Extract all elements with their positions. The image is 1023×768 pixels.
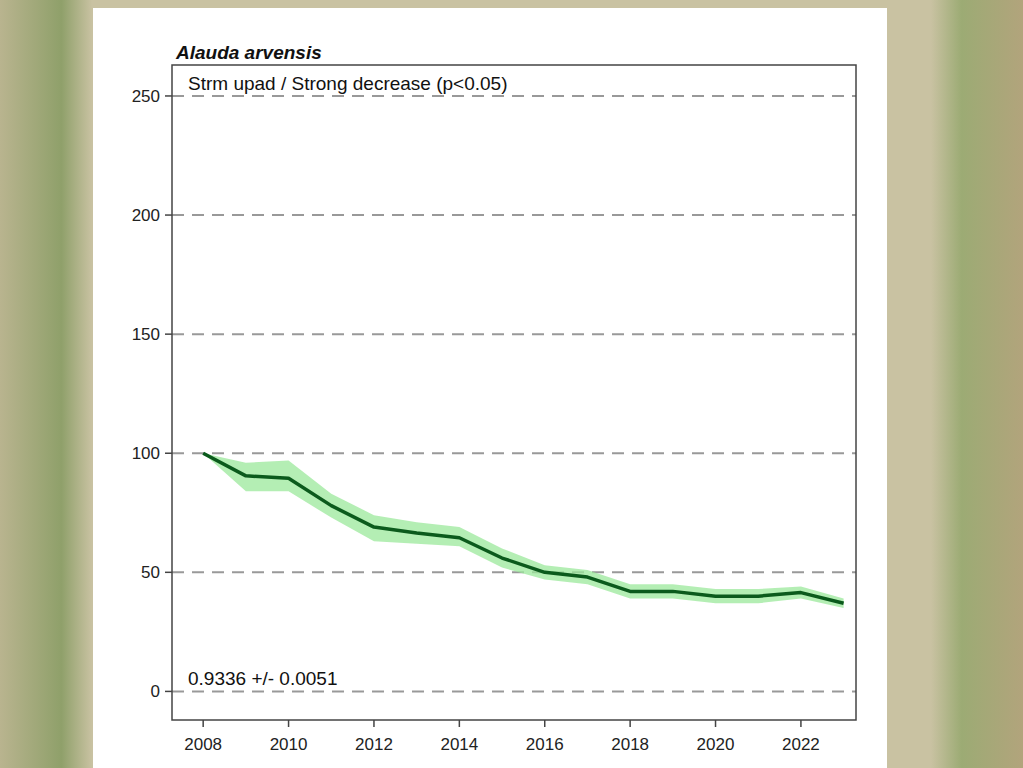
x-tick-label: 2014 (440, 735, 478, 754)
x-tick (715, 720, 717, 727)
y-tick (165, 95, 172, 97)
title: Alauda arvensis (175, 42, 322, 63)
y-tick (165, 691, 172, 693)
confidence-band (203, 453, 843, 608)
x-tick (202, 720, 204, 727)
y-tick-label: 100 (132, 444, 160, 463)
y-tick-label: 250 (132, 87, 160, 106)
x-tick (373, 720, 375, 727)
x-tick (800, 720, 802, 727)
y-tick-label: 50 (141, 563, 160, 582)
x-tick (288, 720, 290, 727)
y-tick (165, 333, 172, 335)
x-tick-label: 2012 (355, 735, 393, 754)
y-tick-label: 0 (151, 682, 160, 701)
annotation: 0.9336 +/- 0.0051 (188, 668, 338, 689)
x-tick-label: 2018 (611, 735, 649, 754)
x-tick (544, 720, 546, 727)
chart: 0 50 100 150 200 250 2008 2010 2012 2014 2016 2018 2… (0, 0, 1023, 768)
y-tick-label: 200 (132, 206, 160, 225)
x-tick-label: 2020 (697, 735, 735, 754)
grid-line (172, 333, 856, 335)
grid-line (172, 452, 856, 454)
subtitle: Strm upad / Strong decrease (p<0.05) (188, 73, 507, 94)
trend-line (203, 453, 843, 603)
plot-frame (172, 65, 856, 720)
y-tick (165, 572, 172, 574)
grid-line (172, 95, 856, 97)
y-tick (165, 452, 172, 454)
x-tick-label: 2008 (184, 735, 222, 754)
panel (93, 8, 887, 768)
y-tick (165, 214, 172, 216)
x-tick-label: 2010 (270, 735, 308, 754)
x-tick-label: 2016 (526, 735, 564, 754)
plot-area (203, 453, 843, 608)
grid-line (172, 571, 856, 573)
x-tick (629, 720, 631, 727)
x-tick (459, 720, 461, 727)
grid-line (172, 214, 856, 216)
y-tick-label: 150 (132, 325, 160, 344)
x-tick-label: 2022 (782, 735, 820, 754)
grid-line (172, 690, 856, 692)
